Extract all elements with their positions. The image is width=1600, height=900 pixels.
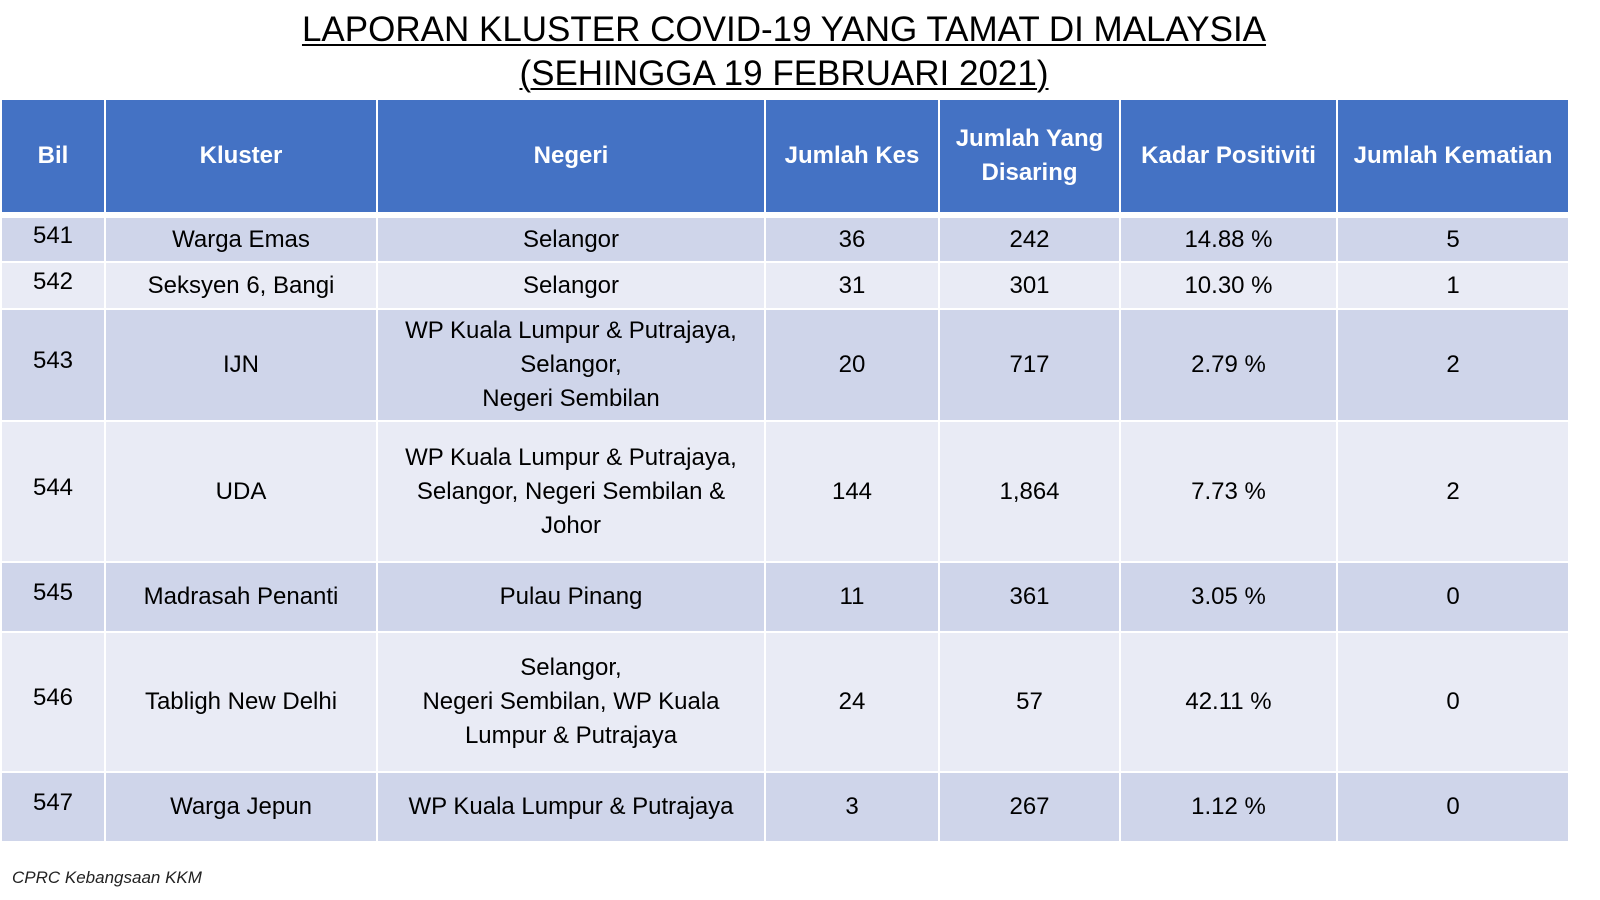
cell-jumlah-kematian: 2 xyxy=(1336,420,1570,563)
cluster-table: Bil Kluster Negeri Jumlah Kes Jumlah Yan… xyxy=(0,98,1570,843)
cell-jumlah-kematian: 5 xyxy=(1336,214,1570,263)
cell-kadar-positiviti: 42.11 % xyxy=(1119,631,1338,773)
cell-jumlah-disaring: 242 xyxy=(938,214,1121,263)
cell-negeri-line: Selangor xyxy=(522,271,620,299)
cell-negeri-line: Lumpur & Putrajaya xyxy=(464,722,678,749)
report-title-line-2: (SEHINGGA 19 FEBRUARI 2021) xyxy=(519,54,1049,93)
cell-negeri-line: Selangor xyxy=(522,225,620,253)
table-header-row: Bil Kluster Negeri Jumlah Kes Jumlah Yan… xyxy=(0,98,1570,218)
cell-negeri: WP Kuala Lumpur & Putrajaya, Selangor, Neg… xyxy=(376,308,766,422)
cell-bil-text: 541 xyxy=(32,221,74,249)
table-row: 547 Warga Jepun WP Kuala Lumpur & Putrajay… xyxy=(0,771,1570,843)
cell-kluster: Madrasah Penanti xyxy=(104,561,378,633)
cell-jumlah-kematian: 2 xyxy=(1336,308,1570,422)
cell-negeri-line: Johor xyxy=(540,511,602,539)
table-row: 541 Warga Emas Selangor 36 242 14.88 % 5 xyxy=(0,214,1570,263)
cell-negeri-line: Negeri Sembilan xyxy=(482,385,660,412)
cell-negeri-line: WP Kuala Lumpur & Putrajaya, xyxy=(405,443,737,471)
cell-jumlah-kes: 11 xyxy=(764,561,940,633)
cell-jumlah-kes: 31 xyxy=(764,261,940,310)
header-jumlah-disaring-line-2: Disaring xyxy=(981,159,1078,186)
cell-bil: 542 xyxy=(0,261,106,310)
table-row: 545 Madrasah Penanti Pulau Pinang 11 361 3.05… xyxy=(0,561,1570,633)
cell-kadar-positiviti: 2.79 % xyxy=(1119,308,1338,422)
cell-jumlah-kematian: 0 xyxy=(1336,561,1570,633)
cell-bil-text: 545 xyxy=(32,579,74,606)
cell-negeri: Selangor xyxy=(376,214,766,263)
table-row: 542 Seksyen 6, Bangi Selangor 31 301 10.30 % 1 xyxy=(0,261,1570,310)
cell-bil-text: 547 xyxy=(32,789,74,816)
cell-bil-text: 546 xyxy=(32,684,74,711)
cell-jumlah-disaring: 717 xyxy=(938,308,1121,422)
cell-kadar-positiviti: 3.05 % xyxy=(1119,561,1338,633)
cell-kluster: Tabligh New Delhi xyxy=(104,631,378,773)
table-body: 541 Warga Emas Selangor 36 242 14.88 % 5 542 Sek… xyxy=(0,214,1570,843)
header-kluster: Kluster xyxy=(104,98,378,218)
cell-bil: 544 xyxy=(0,420,106,563)
cell-negeri-line: Selangor, xyxy=(520,351,622,378)
cell-bil: 545 xyxy=(0,561,106,633)
cell-jumlah-kes: 36 xyxy=(764,214,940,263)
cell-negeri: Pulau Pinang xyxy=(376,561,766,633)
cell-jumlah-kes: 3 xyxy=(764,771,940,843)
cell-bil-text: 543 xyxy=(32,347,74,374)
header-bil: Bil xyxy=(0,98,106,218)
cell-negeri-line: WP Kuala Lumpur & Putrajaya xyxy=(408,793,734,820)
table-row: 546 Tabligh New Delhi Selangor, Negeri Semb… xyxy=(0,631,1570,773)
cell-jumlah-kes: 144 xyxy=(764,420,940,563)
cell-jumlah-disaring: 267 xyxy=(938,771,1121,843)
cell-kluster: UDA xyxy=(104,420,378,563)
cell-negeri: WP Kuala Lumpur & Putrajaya, Selangor, Ne… xyxy=(376,420,766,563)
header-kadar-positiviti: Kadar Positiviti xyxy=(1119,98,1338,218)
cell-kluster: Seksyen 6, Bangi xyxy=(104,261,378,310)
report-title-line-1: LAPORAN KLUSTER COVID-19 YANG TAMAT DI M… xyxy=(301,10,1267,49)
table-row: 543 IJN WP Kuala Lumpur & Putrajaya, Selang… xyxy=(0,308,1570,422)
cell-jumlah-disaring: 361 xyxy=(938,561,1121,633)
cell-bil: 543 xyxy=(0,308,106,422)
cell-bil-text: 544 xyxy=(32,473,74,501)
cell-bil-text: 542 xyxy=(32,267,74,295)
cell-negeri: Selangor, Negeri Sembilan, WP Kuala Lumpur… xyxy=(376,631,766,773)
cell-negeri: WP Kuala Lumpur & Putrajaya xyxy=(376,771,766,843)
cell-kadar-positiviti: 1.12 % xyxy=(1119,771,1338,843)
report-title: LAPORAN KLUSTER COVID-19 YANG TAMAT DI M… xyxy=(0,8,1568,96)
cell-bil: 541 xyxy=(0,214,106,263)
cell-kadar-positiviti: 10.30 % xyxy=(1119,261,1338,310)
cell-negeri-line: WP Kuala Lumpur & Putrajaya, xyxy=(405,317,737,344)
cell-jumlah-kes: 24 xyxy=(764,631,940,773)
cell-jumlah-kematian: 0 xyxy=(1336,771,1570,843)
cell-negeri: Selangor xyxy=(376,261,766,310)
table-row: 544 UDA WP Kuala Lumpur & Putrajaya, Selang… xyxy=(0,420,1570,563)
cell-negeri-line: Selangor, Negeri Sembilan & xyxy=(416,477,726,505)
cell-kluster: Warga Emas xyxy=(104,214,378,263)
cell-jumlah-kes: 20 xyxy=(764,308,940,422)
cell-jumlah-disaring: 57 xyxy=(938,631,1121,773)
header-jumlah-kematian: Jumlah Kematian xyxy=(1336,98,1570,218)
cell-bil: 547 xyxy=(0,771,106,843)
cell-negeri-line: Selangor, xyxy=(520,654,622,681)
header-jumlah-disaring-line-1: Jumlah Yang xyxy=(955,125,1104,152)
cell-jumlah-kematian: 0 xyxy=(1336,631,1570,773)
cell-kluster: Warga Jepun xyxy=(104,771,378,843)
header-negeri: Negeri xyxy=(376,98,766,218)
cell-kadar-positiviti: 14.88 % xyxy=(1119,214,1338,263)
cell-jumlah-kematian: 1 xyxy=(1336,261,1570,310)
cell-negeri-line: Negeri Sembilan, WP Kuala xyxy=(422,688,720,715)
header-jumlah-kes: Jumlah Kes xyxy=(764,98,940,218)
cell-negeri-line: Pulau Pinang xyxy=(499,583,643,610)
cell-jumlah-disaring: 1,864 xyxy=(938,420,1121,563)
source-footer: CPRC Kebangsaan KKM xyxy=(12,868,202,887)
cell-kluster: IJN xyxy=(104,308,378,422)
cell-kadar-positiviti: 7.73 % xyxy=(1119,420,1338,563)
cell-jumlah-disaring: 301 xyxy=(938,261,1121,310)
cell-bil: 546 xyxy=(0,631,106,773)
header-jumlah-disaring: Jumlah Yang Disaring xyxy=(938,98,1121,218)
